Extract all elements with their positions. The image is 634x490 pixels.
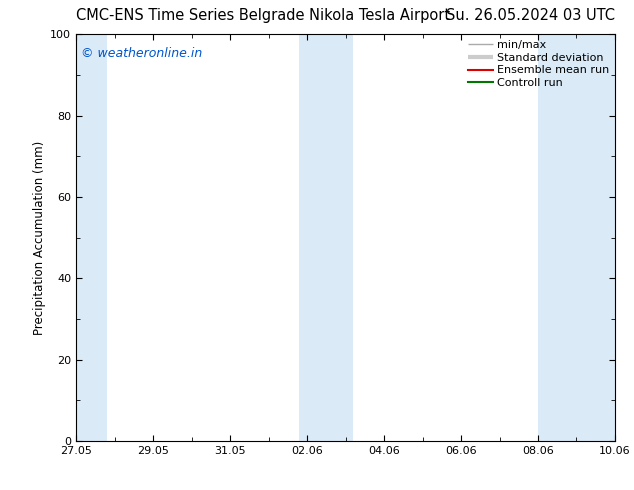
Bar — [538, 34, 615, 441]
Bar — [299, 34, 353, 441]
Text: Su. 26.05.2024 03 UTC: Su. 26.05.2024 03 UTC — [446, 8, 615, 23]
Bar — [76, 34, 107, 441]
Text: CMC-ENS Time Series Belgrade Nikola Tesla Airport: CMC-ENS Time Series Belgrade Nikola Tesl… — [76, 8, 450, 23]
Legend: min/max, Standard deviation, Ensemble mean run, Controll run: min/max, Standard deviation, Ensemble me… — [466, 38, 612, 91]
Text: © weatheronline.in: © weatheronline.in — [81, 47, 203, 59]
Y-axis label: Precipitation Accumulation (mm): Precipitation Accumulation (mm) — [33, 141, 46, 335]
